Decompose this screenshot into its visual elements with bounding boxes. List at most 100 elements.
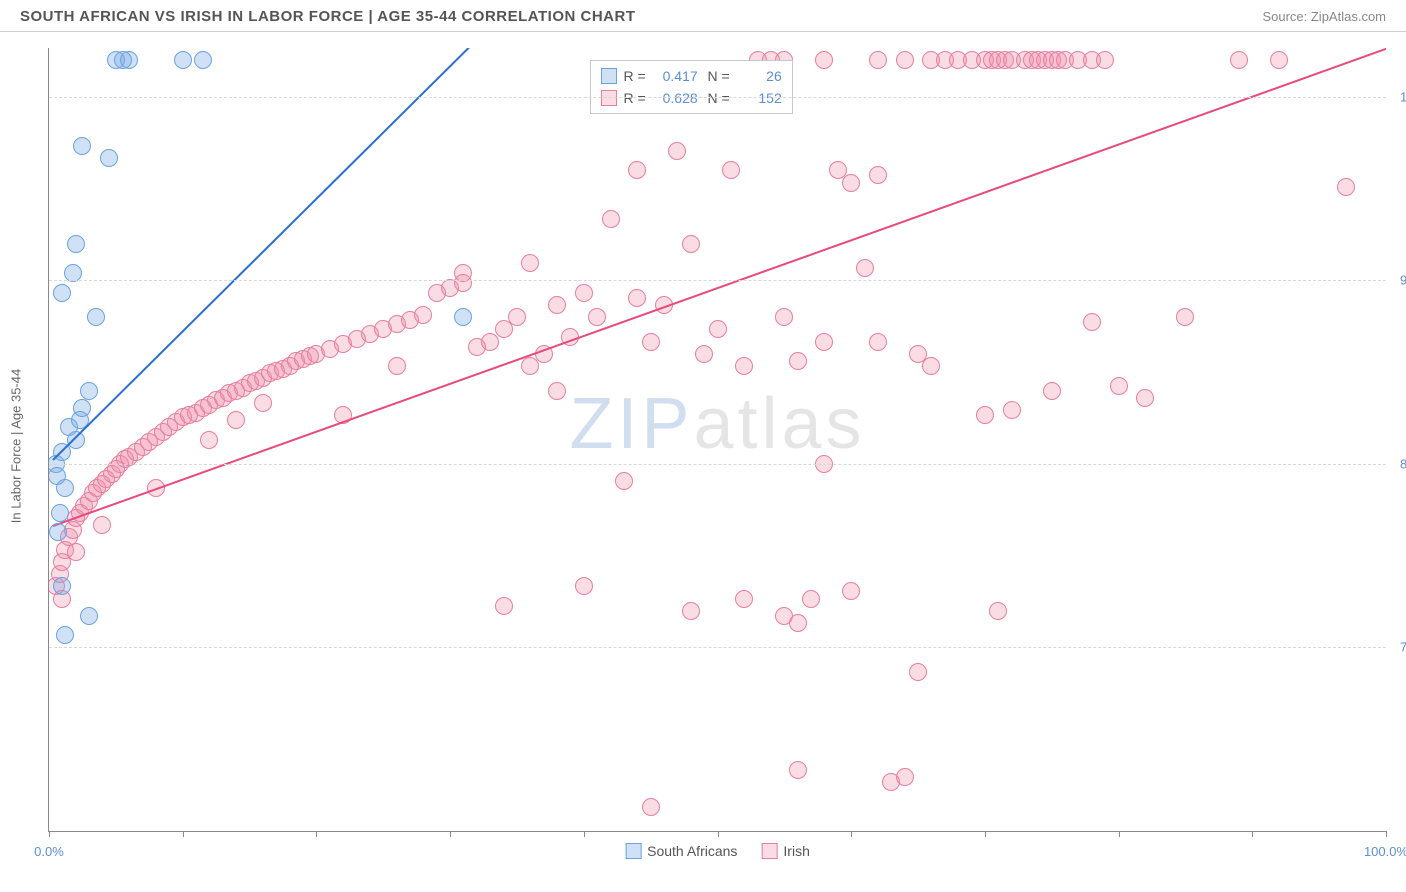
scatter-marker-irish [682,602,700,620]
scatter-marker-south_african [174,51,192,69]
chart-clip: ZIPatlas [49,48,1386,831]
scatter-marker-south_african [80,607,98,625]
scatter-marker-south_african [53,577,71,595]
source-label: Source: ZipAtlas.com [1262,9,1386,24]
scatter-marker-irish [802,590,820,608]
scatter-marker-south_african [73,399,91,417]
scatter-marker-irish [668,142,686,160]
scatter-marker-irish [735,357,753,375]
scatter-marker-irish [508,308,526,326]
scatter-marker-south_african [80,382,98,400]
x-tick-mark [1386,831,1387,837]
watermark-part2: atlas [693,384,865,464]
scatter-marker-irish [909,663,927,681]
scatter-marker-irish [548,382,566,400]
x-tick-label: 100.0% [1364,844,1406,859]
scatter-marker-irish [709,320,727,338]
scatter-marker-irish [575,577,593,595]
scatter-marker-south_african [87,308,105,326]
scatter-marker-irish [200,431,218,449]
scatter-marker-irish [548,296,566,314]
y-tick-label: 77.5% [1390,640,1406,655]
x-tick-mark [584,831,585,837]
y-tick-label: 100.0% [1390,89,1406,104]
scatter-marker-irish [869,333,887,351]
scatter-marker-south_african [67,235,85,253]
scatter-marker-irish [615,472,633,490]
y-tick-label: 85.0% [1390,456,1406,471]
scatter-marker-south_african [51,504,69,522]
x-tick-mark [1252,831,1253,837]
x-tick-label: 0.0% [34,844,64,859]
scatter-marker-irish [682,235,700,253]
scatter-marker-irish [93,516,111,534]
scatter-marker-south_african [194,51,212,69]
scatter-marker-irish [1003,401,1021,419]
chart-title: SOUTH AFRICAN VS IRISH IN LABOR FORCE | … [20,8,636,25]
scatter-marker-irish [842,582,860,600]
legend-swatch-south_african [625,843,641,859]
legend-swatch-south_african [601,68,617,84]
scatter-marker-irish [815,333,833,351]
scatter-marker-irish [628,289,646,307]
scatter-marker-irish [789,614,807,632]
scatter-marker-irish [1230,51,1248,69]
legend-label-south_african: South Africans [647,843,737,859]
scatter-marker-irish [922,357,940,375]
scatter-marker-irish [414,306,432,324]
scatter-marker-irish [1176,308,1194,326]
scatter-marker-south_african [56,479,74,497]
scatter-marker-south_african [114,51,132,69]
legend-item-south_african: South Africans [625,843,737,859]
gridline-h [49,647,1386,648]
scatter-marker-irish [869,166,887,184]
scatter-marker-south_african [64,264,82,282]
legend-label-irish: Irish [783,843,809,859]
scatter-marker-irish [1337,178,1355,196]
scatter-marker-irish [602,210,620,228]
scatter-marker-irish [454,264,472,282]
scatter-marker-irish [1096,51,1114,69]
scatter-marker-south_african [73,137,91,155]
legend-n-value-south_african: 26 [736,65,782,87]
scatter-marker-irish [254,394,272,412]
scatter-marker-irish [388,357,406,375]
scatter-marker-south_african [67,431,85,449]
legend-item-irish: Irish [761,843,809,859]
x-tick-mark [49,831,50,837]
scatter-marker-irish [722,161,740,179]
x-tick-mark [851,831,852,837]
scatter-marker-irish [789,761,807,779]
scatter-marker-irish [842,174,860,192]
scatter-marker-irish [735,590,753,608]
gridline-h [49,97,1386,98]
y-tick-label: 92.5% [1390,273,1406,288]
watermark-part1: ZIP [569,384,693,464]
watermark: ZIPatlas [569,383,865,465]
correlation-legend: R =0.417 N =26R =0.628 N =152 [590,60,792,114]
scatter-marker-irish [628,161,646,179]
series-legend: South Africans Irish [625,843,810,859]
title-bar: SOUTH AFRICAN VS IRISH IN LABOR FORCE | … [0,0,1406,32]
scatter-marker-irish [521,254,539,272]
legend-n-label: N = [704,65,730,87]
scatter-marker-irish [588,308,606,326]
scatter-marker-irish [896,768,914,786]
scatter-marker-irish [775,308,793,326]
scatter-marker-irish [695,345,713,363]
scatter-marker-irish [1110,377,1128,395]
scatter-marker-irish [989,602,1007,620]
x-tick-mark [985,831,986,837]
scatter-marker-irish [67,543,85,561]
legend-stats-row-south_african: R =0.417 N =26 [601,65,781,87]
scatter-marker-irish [642,798,660,816]
trend-line-irish [53,48,1386,527]
scatter-marker-irish [1043,382,1061,400]
scatter-marker-irish [1083,313,1101,331]
legend-r-value-south_african: 0.417 [652,65,698,87]
scatter-marker-irish [856,259,874,277]
x-tick-mark [316,831,317,837]
scatter-marker-irish [869,51,887,69]
scatter-marker-south_african [53,284,71,302]
scatter-marker-irish [789,352,807,370]
